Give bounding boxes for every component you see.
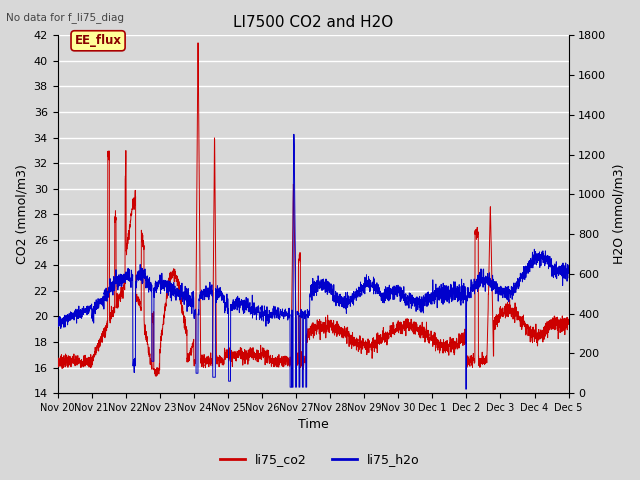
Text: EE_flux: EE_flux [75, 34, 122, 47]
Y-axis label: CO2 (mmol/m3): CO2 (mmol/m3) [15, 164, 28, 264]
Title: LI7500 CO2 and H2O: LI7500 CO2 and H2O [233, 15, 393, 30]
Text: No data for f_li75_diag: No data for f_li75_diag [6, 12, 124, 23]
X-axis label: Time: Time [298, 419, 328, 432]
Y-axis label: H2O (mmol/m3): H2O (mmol/m3) [612, 164, 625, 264]
Legend: li75_co2, li75_h2o: li75_co2, li75_h2o [215, 448, 425, 471]
